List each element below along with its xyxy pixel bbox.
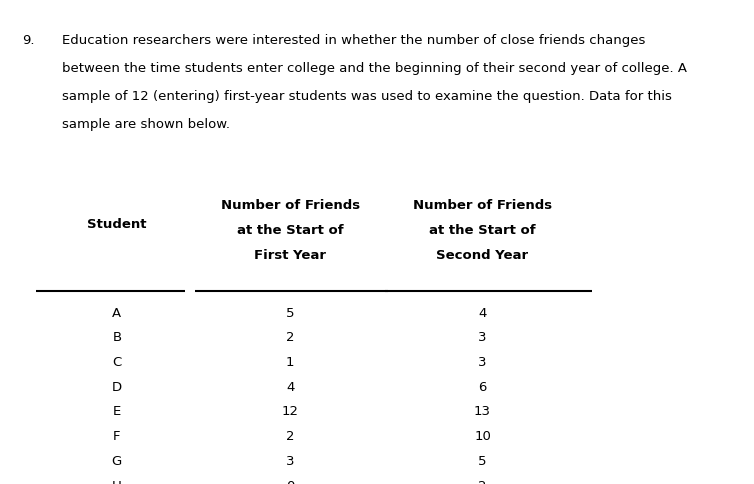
Text: E: E [113,405,121,418]
Text: 12: 12 [282,405,299,418]
Text: Second Year: Second Year [437,249,529,262]
Text: sample are shown below.: sample are shown below. [62,118,230,131]
Text: 4: 4 [478,306,487,319]
Text: 6: 6 [478,380,487,393]
Text: 2: 2 [478,479,487,484]
Text: sample of 12 (entering) first-year students was used to examine the question. Da: sample of 12 (entering) first-year stude… [62,90,672,103]
Text: at the Start of: at the Start of [237,224,344,237]
Text: H: H [112,479,122,484]
Text: 2: 2 [286,331,295,344]
Text: F: F [113,429,121,442]
Text: C: C [112,355,121,368]
Text: 3: 3 [478,355,487,368]
Text: D: D [112,380,122,393]
Text: 2: 2 [286,429,295,442]
Text: Number of Friends: Number of Friends [413,198,552,212]
Text: between the time students enter college and the beginning of their second year o: between the time students enter college … [62,62,687,75]
Text: 5: 5 [286,306,295,319]
Text: 0: 0 [286,479,295,484]
Text: 1: 1 [286,355,295,368]
Text: at the Start of: at the Start of [429,224,536,237]
Text: Education researchers were interested in whether the number of close friends cha: Education researchers were interested in… [62,34,645,47]
Text: 9.: 9. [23,34,35,47]
Text: 10: 10 [474,429,491,442]
Text: Student: Student [87,217,146,230]
Text: A: A [112,306,121,319]
Text: B: B [112,331,121,344]
Text: 3: 3 [286,454,295,467]
Text: 5: 5 [478,454,487,467]
Text: 3: 3 [478,331,487,344]
Text: 4: 4 [286,380,295,393]
Text: First Year: First Year [254,249,326,262]
Text: Number of Friends: Number of Friends [221,198,360,212]
Text: G: G [112,454,122,467]
Text: 13: 13 [474,405,491,418]
